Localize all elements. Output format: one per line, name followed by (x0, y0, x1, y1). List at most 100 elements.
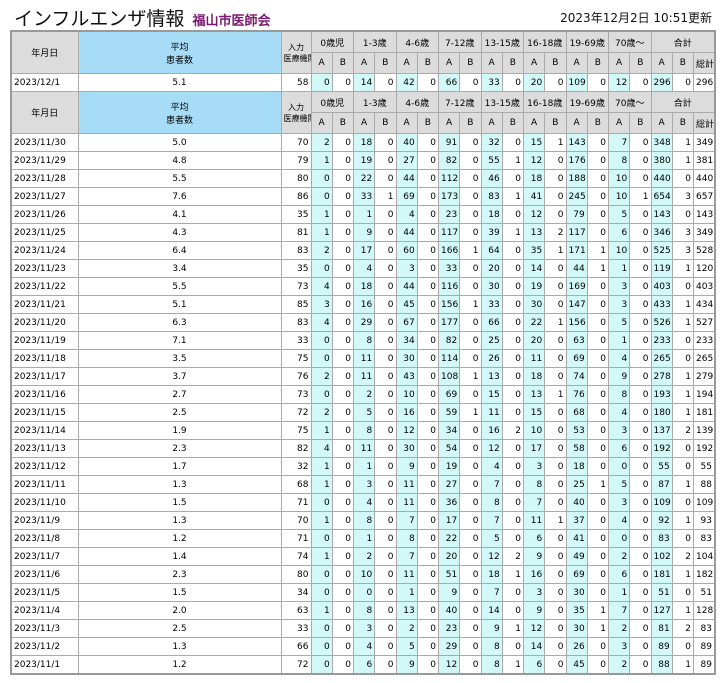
row-value-b: 0 (374, 367, 397, 386)
row-total: 83 (693, 529, 716, 548)
row-value-a: 44 (395, 277, 418, 296)
row-value-a: 35 (565, 601, 588, 620)
row-value-b: 0 (629, 583, 652, 602)
row-value-a: 12 (480, 439, 503, 458)
row-value-a: 58 (565, 439, 588, 458)
row-avg-patients: 5.5 (77, 277, 282, 296)
row-value-a: 20 (437, 547, 461, 566)
row-value-a: 33 (480, 73, 503, 92)
row-value-a: 0 (607, 529, 631, 548)
header-group: 合計 (650, 91, 716, 113)
row-value-a: 15 (480, 385, 503, 404)
row-value-a: 117 (565, 223, 588, 242)
row-value-a: 26 (565, 637, 588, 656)
row-value-a: 192 (650, 439, 673, 458)
row-value-a: 22 (352, 169, 376, 188)
row-value-b: 0 (629, 169, 652, 188)
row-value-b: 0 (331, 349, 355, 368)
row-value-a: 54 (437, 439, 461, 458)
row-value-b: 0 (331, 205, 355, 224)
row-value-b: 0 (416, 511, 440, 530)
header-group: 7-12歳 (438, 91, 482, 113)
row-value-b: 1 (501, 223, 525, 242)
row-value-a: 29 (437, 637, 461, 656)
row-total: 657 (693, 187, 716, 206)
row-value-b: 0 (416, 601, 440, 620)
row-value-b: 0 (586, 511, 610, 530)
table-row: 2023/11/18 3.5 75 0 0 11 0 30 0 114 0 26 0 11 0 69 0 4 0 26… (10, 349, 716, 368)
header-group: 16-18歳 (523, 91, 567, 113)
row-value-b: 0 (416, 169, 440, 188)
row-value-a: 44 (395, 223, 418, 242)
row-value-a: 41 (565, 529, 588, 548)
row-value-b: 0 (544, 439, 567, 458)
row-value-a: 59 (437, 403, 461, 422)
row-value-a: 3 (522, 457, 546, 476)
row-institutions: 66 (280, 637, 312, 656)
row-value-b: 0 (629, 349, 652, 368)
row-value-b: 0 (416, 583, 440, 602)
row-value-b: 0 (586, 151, 610, 170)
row-value-b: 0 (501, 511, 525, 530)
row-total: 55 (693, 457, 716, 476)
row-value-a: 2 (352, 385, 376, 404)
row-date: 2023/11/3 (10, 619, 79, 638)
row-value-b: 1 (671, 511, 695, 530)
row-value-b: 0 (586, 493, 610, 512)
header-date: 年月日 (10, 30, 79, 74)
row-institutions: 74 (280, 547, 312, 566)
row-value-b: 0 (416, 475, 440, 494)
row-value-b: 0 (629, 439, 652, 458)
row-value-b: 1 (671, 403, 695, 422)
row-value-b: 0 (459, 493, 482, 512)
table-row: 2023/11/13 2.3 82 4 0 11 0 30 0 54 0 12 0 17 0 58 0 6 0 192… (10, 439, 716, 458)
row-value-a: 44 (565, 259, 588, 278)
row-value-a: 17 (437, 511, 461, 530)
row-institutions: 82 (280, 439, 312, 458)
row-value-b: 0 (374, 385, 397, 404)
header-a: A (437, 52, 461, 74)
row-value-b: 1 (671, 133, 695, 152)
row-date: 2023/11/28 (10, 169, 79, 188)
row-institutions: 32 (280, 457, 312, 476)
row-value-a: 42 (395, 73, 418, 92)
row-value-a: 30 (565, 583, 588, 602)
row-value-a: 1 (310, 223, 333, 242)
row-value-a: 12 (480, 547, 503, 566)
row-value-b: 0 (416, 367, 440, 386)
row-value-b: 0 (501, 637, 525, 656)
row-value-a: 33 (480, 295, 503, 314)
table-row: 2023/11/8 1.2 71 0 0 1 0 8 0 22 0 5 0 6 0 41 0 0 0 83 0 83 (10, 529, 716, 548)
row-value-b: 0 (374, 637, 397, 656)
row-value-b: 0 (629, 655, 652, 675)
row-value-b: 0 (544, 565, 567, 584)
row-value-a: 19 (352, 151, 376, 170)
row-value-a: 12 (395, 421, 418, 440)
row-value-a: 69 (437, 385, 461, 404)
row-value-a: 2 (310, 403, 333, 422)
row-value-a: 8 (352, 601, 376, 620)
row-institutions: 72 (280, 655, 312, 675)
row-value-b: 0 (374, 565, 397, 584)
row-value-b: 0 (586, 421, 610, 440)
row-value-a: 18 (522, 169, 546, 188)
row-value-a: 2 (607, 655, 631, 675)
row-value-b: 0 (331, 529, 355, 548)
table-row: 2023/11/22 5.5 73 4 0 18 0 44 0 116 0 30 0 19 0 169 0 3 0 4… (10, 277, 716, 296)
row-value-b: 0 (586, 367, 610, 386)
header-a: A (395, 112, 418, 134)
row-value-a: 173 (437, 187, 461, 206)
row-value-a: 40 (395, 133, 418, 152)
row-value-b: 0 (629, 331, 652, 350)
row-value-b: 0 (459, 439, 482, 458)
row-institutions: 73 (280, 277, 312, 296)
row-value-a: 1 (310, 457, 333, 476)
row-value-a: 5 (607, 313, 631, 332)
row-value-b: 0 (331, 475, 355, 494)
row-date: 2023/11/29 (10, 151, 79, 170)
row-total: 528 (693, 241, 716, 260)
table-row: 2023/11/16 2.7 73 0 0 2 0 10 0 69 0 15 0 13 1 76 0 8 0 193 1… (10, 385, 716, 404)
row-value-b: 2 (671, 547, 695, 566)
row-value-b: 0 (544, 457, 567, 476)
row-value-a: 380 (650, 151, 673, 170)
